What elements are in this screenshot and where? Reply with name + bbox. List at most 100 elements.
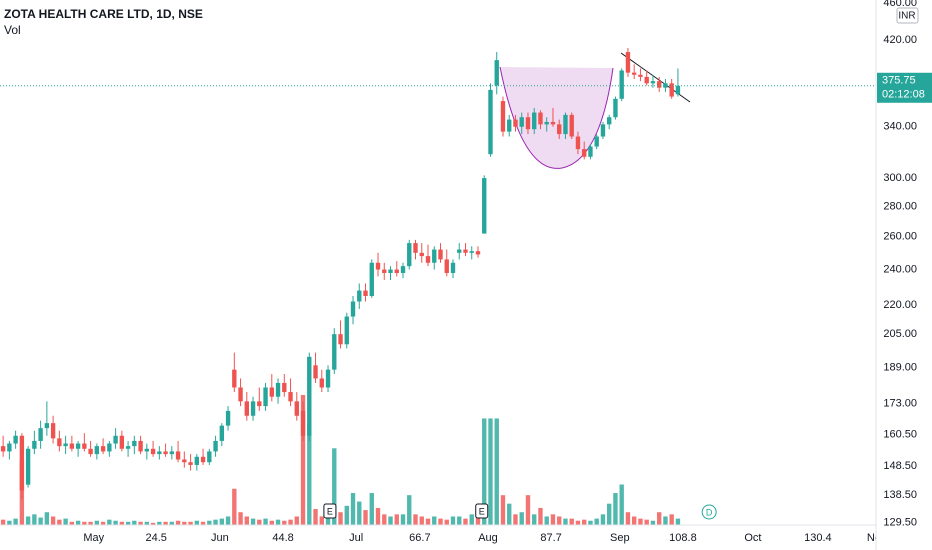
volume-bar bbox=[244, 516, 249, 525]
candle-body bbox=[88, 448, 93, 455]
chart-title: ZOTA HEALTH CARE LTD, 1D, NSE bbox=[4, 7, 203, 21]
candle-body bbox=[507, 119, 512, 132]
candle-body bbox=[632, 72, 637, 75]
volume-bar bbox=[638, 518, 643, 525]
x-tick-label: 87.7 bbox=[540, 532, 561, 544]
event-label: E bbox=[479, 506, 485, 516]
candle-body bbox=[444, 259, 449, 273]
candle-body bbox=[163, 451, 168, 455]
candle-body bbox=[263, 387, 268, 407]
x-tick-label: May bbox=[83, 532, 104, 544]
volume-label: Vol bbox=[4, 23, 21, 37]
y-tick-label: 240.00 bbox=[883, 263, 917, 275]
candle-body bbox=[232, 369, 237, 388]
candle-body bbox=[188, 462, 193, 465]
candle-body bbox=[363, 290, 368, 297]
candle-body bbox=[194, 456, 200, 465]
candle-body bbox=[238, 387, 243, 402]
volume-bar bbox=[238, 512, 243, 525]
candle-body bbox=[663, 83, 668, 88]
volume-bar bbox=[425, 518, 431, 525]
candle-body bbox=[588, 146, 593, 157]
candle-body bbox=[219, 425, 224, 441]
volume-bar bbox=[225, 516, 231, 525]
x-tick-label: Sep bbox=[610, 532, 630, 544]
y-tick-label: 340.00 bbox=[883, 121, 917, 133]
candle-body bbox=[407, 243, 412, 267]
y-tick-label: 160.50 bbox=[883, 428, 917, 440]
candle-body bbox=[488, 89, 493, 155]
y-tick-label: 220.00 bbox=[883, 299, 917, 311]
currency: INR bbox=[898, 11, 915, 22]
volume-bar bbox=[132, 520, 137, 525]
volume-bar bbox=[182, 521, 187, 525]
candle-body bbox=[338, 334, 343, 345]
volume-bar bbox=[0, 519, 6, 525]
candle-body bbox=[357, 290, 362, 302]
volume-bar bbox=[75, 520, 81, 525]
volume-bar bbox=[94, 520, 100, 525]
volume-bar bbox=[194, 520, 200, 525]
candle-body bbox=[438, 249, 443, 260]
candle-body bbox=[144, 448, 150, 452]
candle-body bbox=[313, 365, 318, 379]
y-tick-label: 205.00 bbox=[883, 328, 917, 340]
volume-bar bbox=[69, 521, 75, 525]
candle-body bbox=[282, 382, 287, 393]
volume-bar bbox=[607, 503, 612, 525]
last-price-label: 375.75 bbox=[882, 75, 916, 87]
volume-bar bbox=[307, 423, 312, 525]
candle-body bbox=[525, 117, 531, 130]
volume-bar bbox=[338, 512, 343, 525]
volume-bar bbox=[119, 521, 125, 525]
candle-body bbox=[600, 124, 606, 137]
candle-body bbox=[563, 114, 568, 135]
currency-box bbox=[896, 7, 919, 24]
volume-bar bbox=[113, 520, 118, 525]
event-label: D bbox=[706, 507, 713, 517]
candle-body bbox=[269, 387, 274, 397]
volume-bar bbox=[163, 521, 168, 525]
candle-body bbox=[275, 382, 281, 397]
candle-body bbox=[57, 438, 62, 447]
volume-bar bbox=[575, 520, 581, 525]
candle-body bbox=[457, 249, 462, 253]
candle-body bbox=[125, 446, 131, 449]
volume-bar bbox=[432, 516, 437, 525]
volume-bar bbox=[563, 518, 568, 525]
y-tick-label: 260.00 bbox=[883, 231, 917, 243]
volume-bar bbox=[82, 521, 87, 525]
candle-body bbox=[650, 81, 656, 84]
event-marker bbox=[475, 503, 489, 519]
candle-body bbox=[169, 451, 175, 455]
candle-body bbox=[500, 101, 506, 132]
volume-bar bbox=[57, 519, 62, 525]
candle-body bbox=[594, 136, 599, 147]
volume-bar bbox=[582, 519, 587, 525]
drawings bbox=[499, 52, 691, 169]
volume-bar bbox=[507, 503, 512, 525]
candle-body bbox=[432, 249, 437, 263]
volume-bar bbox=[513, 514, 518, 525]
volume-bar bbox=[650, 520, 656, 525]
candle-body bbox=[113, 435, 118, 444]
volume-bar bbox=[419, 516, 424, 525]
volume-bar bbox=[588, 520, 593, 525]
candle-body bbox=[319, 378, 324, 388]
volume-bar bbox=[463, 518, 468, 525]
candle-body bbox=[307, 356, 312, 436]
volume-bar bbox=[619, 484, 624, 525]
volume-bar bbox=[669, 514, 674, 525]
volume-bar bbox=[394, 514, 399, 525]
volume-bar bbox=[263, 518, 268, 525]
candle-body bbox=[463, 249, 468, 253]
candle-body bbox=[450, 262, 456, 273]
volume-bar bbox=[357, 501, 362, 525]
candle-body bbox=[82, 443, 87, 449]
x-axis: May 24.5 Jun 44.8 Jul 66.7 Aug 87.7 Sep 108.8 Oct 1… bbox=[83, 532, 887, 544]
candle-body bbox=[13, 435, 18, 444]
candle-body bbox=[63, 443, 68, 447]
candle-body bbox=[213, 440, 218, 452]
candle-body bbox=[513, 119, 518, 127]
